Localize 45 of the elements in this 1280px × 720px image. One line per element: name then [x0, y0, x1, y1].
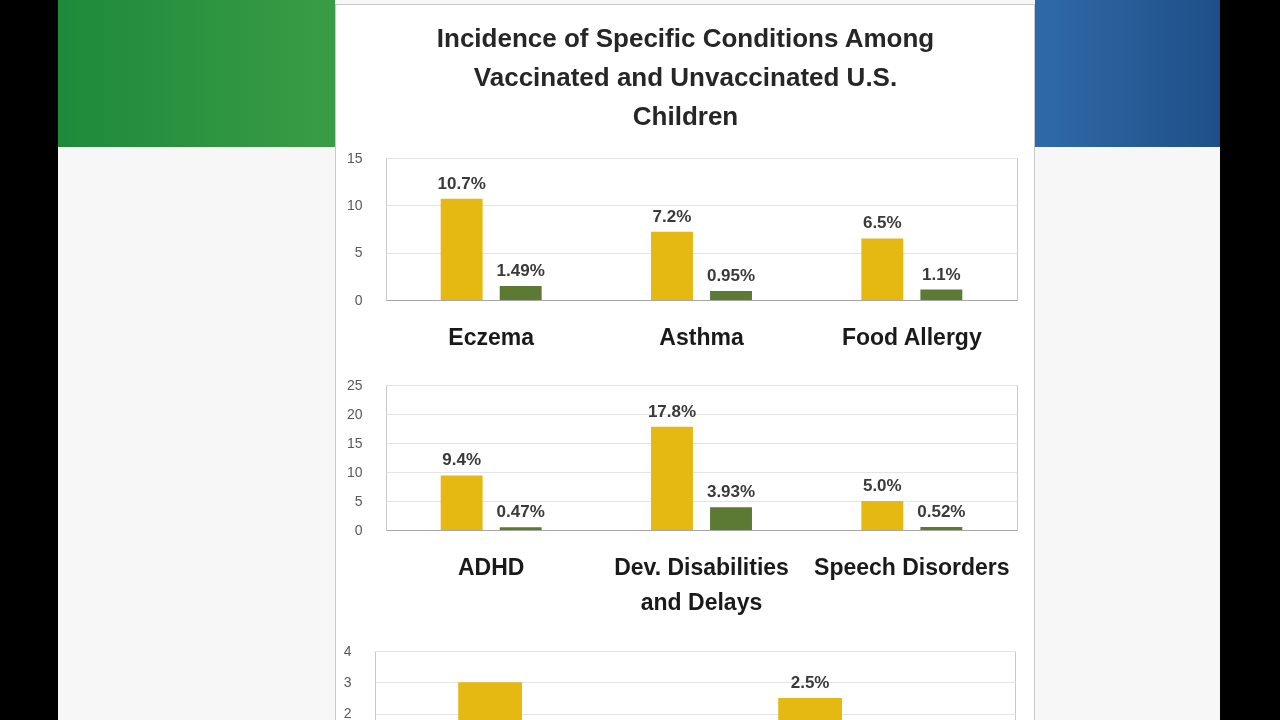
data-label: 1.1% [921, 264, 961, 284]
y-tick-label: 15 [346, 434, 363, 451]
data-label: 3.93% [706, 482, 756, 502]
data-label: 0.52% [917, 501, 966, 521]
x-tick-label: Asthma [659, 323, 744, 349]
bar [710, 507, 752, 530]
data-label: 9.4% [442, 450, 482, 470]
y-tick-label: 10 [346, 196, 363, 213]
x-tick-label: Eczema [448, 323, 535, 349]
chart-title: Incidence of Specific Conditions Among Vaccinated and Unvaccinated U.S. Children [436, 22, 935, 131]
data-label: 0.95% [706, 265, 756, 285]
bar [651, 426, 693, 530]
y-tick-label: 0 [354, 521, 363, 538]
x-tick-label: Speech Disorders [814, 553, 1010, 580]
x-tick-label: Food Allergy [841, 323, 982, 349]
y-tick-label: 5 [354, 492, 363, 509]
data-label: 7.2% [652, 206, 692, 226]
bar [920, 289, 963, 300]
data-label: 6.5% [862, 212, 902, 232]
bar [710, 290, 752, 300]
y-tick-label: 25 [346, 376, 363, 393]
y-tick-label: 0 [354, 291, 363, 307]
data-label: 2.5% [790, 673, 830, 693]
y-tick-label: 5 [354, 243, 363, 260]
x-tick-label: ADHD [457, 553, 525, 580]
y-tick-label: 3 [343, 673, 352, 690]
bar [651, 231, 693, 300]
y-tick-label: 2 [343, 705, 352, 720]
bar [440, 198, 483, 300]
y-tick-label: 15 [346, 149, 363, 165]
data-label: 5.0% [862, 476, 902, 495]
y-tick-label: 10 [346, 463, 363, 480]
x-tick-label: Dev. Disabilities and Delays [614, 553, 789, 615]
bar [499, 527, 542, 530]
data-label: 17.8% [647, 401, 697, 421]
bar [440, 475, 483, 530]
bar [861, 237, 904, 300]
data-label: 1.49% [496, 260, 545, 280]
bar [861, 501, 904, 530]
y-tick-label: 4 [343, 642, 352, 659]
bar [499, 285, 542, 300]
y-tick-label: 20 [346, 405, 363, 422]
data-label: 0.47% [496, 502, 545, 522]
bar [920, 526, 963, 530]
data-label: 10.7% [437, 173, 486, 193]
